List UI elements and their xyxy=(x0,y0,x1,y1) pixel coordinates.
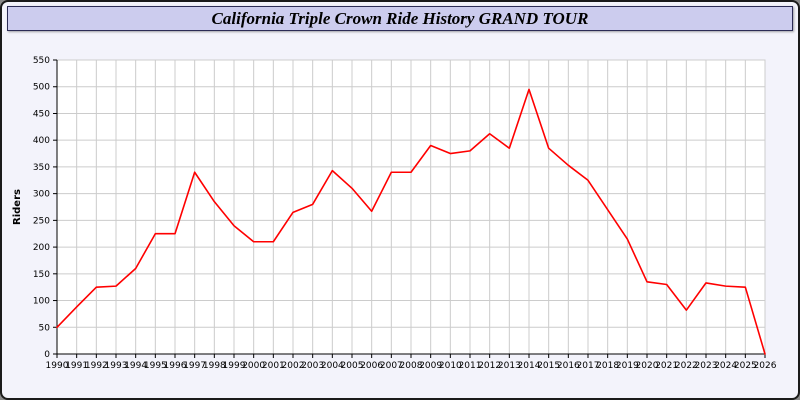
x-tick-label: 1993 xyxy=(105,361,128,371)
x-tick-label: 2004 xyxy=(321,361,344,371)
y-tick-label: 0 xyxy=(44,350,50,360)
x-tick-label: 2001 xyxy=(262,361,285,371)
x-tick-label: 2013 xyxy=(498,361,521,371)
riders-series-line xyxy=(56,88,766,355)
x-tick-label: 2015 xyxy=(537,361,560,371)
y-tick-label: 250 xyxy=(33,216,50,226)
x-tick-label: 2002 xyxy=(282,361,305,371)
y-tick-label: 550 xyxy=(33,56,50,66)
x-tick-label: 2014 xyxy=(518,361,541,371)
x-tick-label: 2005 xyxy=(341,361,364,371)
y-tick-label: 300 xyxy=(33,190,50,200)
x-tick-label: 2006 xyxy=(360,361,383,371)
x-tick-label: 2021 xyxy=(655,361,678,371)
y-tick-label: 500 xyxy=(33,83,50,93)
x-tick-label: 1996 xyxy=(164,361,187,371)
x-tick-label: 2019 xyxy=(616,361,639,371)
x-tick-label: 1992 xyxy=(85,361,108,371)
x-tick-label: 2008 xyxy=(400,361,423,371)
x-tick-label: 2022 xyxy=(675,361,698,371)
y-tick-label: 450 xyxy=(33,109,50,119)
x-tick-label: 2025 xyxy=(734,361,757,371)
x-tick-label: 1998 xyxy=(203,361,226,371)
x-tick-label: 2009 xyxy=(419,361,442,371)
x-tick-label: 2018 xyxy=(596,361,619,371)
y-tick-label: 50 xyxy=(39,323,51,333)
y-axis-title: Riders xyxy=(12,189,23,225)
y-tick-label: 200 xyxy=(33,243,50,253)
x-tick-label: 2003 xyxy=(301,361,324,371)
x-tick-label: 1990 xyxy=(46,361,69,371)
x-tick-label: 2016 xyxy=(557,361,580,371)
x-tick-label: 2024 xyxy=(714,361,737,371)
x-tick-label: 1994 xyxy=(124,361,147,371)
x-tick-label: 2020 xyxy=(636,361,659,371)
x-tick-label: 1997 xyxy=(183,361,206,371)
x-tick-label: 2011 xyxy=(459,361,482,371)
x-tick-label: 2023 xyxy=(695,361,718,371)
x-tick-label: 2000 xyxy=(242,361,265,371)
y-tick-label: 150 xyxy=(33,270,50,280)
x-tick-label: 1991 xyxy=(65,361,88,371)
x-tick-label: 1999 xyxy=(223,361,246,371)
x-tick-label: 2026 xyxy=(754,361,777,371)
x-tick-label: 2012 xyxy=(478,361,501,371)
x-tick-label: 2010 xyxy=(439,361,462,371)
y-tick-label: 400 xyxy=(33,136,50,146)
y-tick-label: 350 xyxy=(33,163,50,173)
x-tick-label: 1995 xyxy=(144,361,167,371)
chart-title: California Triple Crown Ride History GRA… xyxy=(211,8,589,28)
x-tick-label: 2007 xyxy=(380,361,403,371)
y-tick-label: 100 xyxy=(33,297,50,307)
x-tick-label: 2017 xyxy=(577,361,600,371)
chart-title-bar: California Triple Crown Ride History GRA… xyxy=(7,6,793,31)
